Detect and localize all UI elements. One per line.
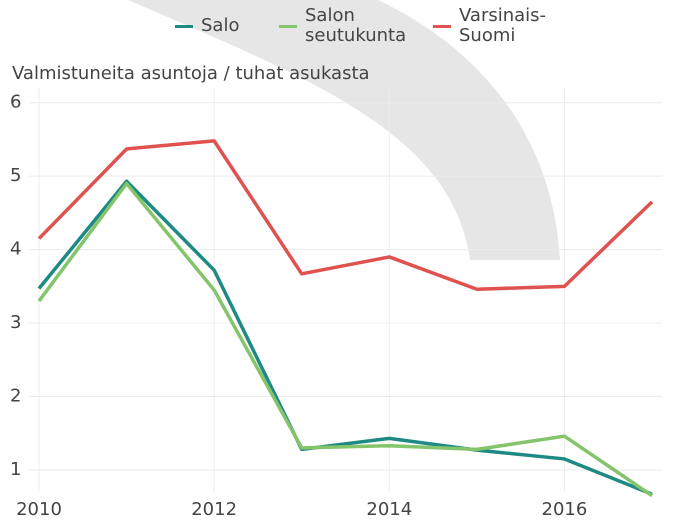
lines: [37, 139, 654, 498]
y-axis-label: Valmistuneita asuntoja / tuhat asukasta: [12, 63, 370, 84]
legend-item: Salo: [175, 6, 261, 46]
legend-key: [433, 24, 451, 28]
x-tick-label: 2016: [542, 499, 588, 520]
y-tick-label: 1: [10, 459, 21, 480]
grid: 1 2 3 4 5 6 2010 2012 2014 2016: [10, 88, 662, 520]
legend-item: Varsinais-Suomi: [433, 6, 559, 46]
legend-label: Salon seutukunta: [305, 5, 407, 46]
y-tick-label: 6: [10, 92, 21, 113]
legend-key: [175, 24, 193, 28]
legend-key: [279, 24, 297, 28]
y-tick-label: 5: [10, 165, 21, 186]
y-tick-label: 2: [10, 386, 21, 407]
y-tick-label: 4: [10, 239, 21, 260]
legend-item: Salon seutukunta: [279, 6, 415, 46]
legend-label: Varsinais-Suomi: [459, 5, 547, 46]
series-line: [37, 139, 654, 292]
x-tick-label: 2010: [16, 499, 62, 520]
x-tick-label: 2014: [366, 499, 412, 520]
x-tick-label: 2012: [191, 499, 237, 520]
series-line: [37, 179, 653, 496]
y-tick-label: 3: [10, 312, 21, 333]
legend: Salo Salon seutukunta Varsinais-Suomi: [175, 6, 559, 46]
legend-label: Salo: [201, 15, 240, 36]
watermark: [128, 0, 560, 260]
series-line: [37, 181, 653, 498]
